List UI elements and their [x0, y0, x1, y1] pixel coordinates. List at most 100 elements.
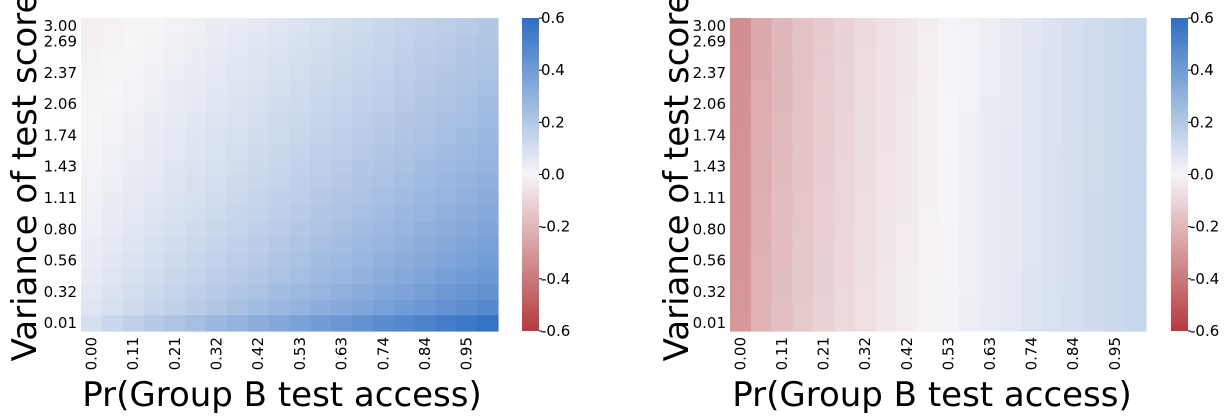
heatmap-cell — [101, 49, 124, 66]
heatmap-cell — [414, 111, 437, 129]
heatmap-cell — [310, 268, 332, 285]
heatmap-cell — [854, 284, 877, 301]
heatmap-cell — [289, 315, 311, 332]
heatmap-cell — [164, 143, 186, 160]
heatmap-cell — [813, 33, 835, 50]
heatmap-cell — [143, 284, 165, 301]
heatmap-cell — [917, 284, 939, 301]
heatmap-cell — [1104, 111, 1126, 129]
heatmap-cell — [414, 80, 437, 97]
heatmap-cell — [771, 96, 793, 113]
heatmap-cell — [1042, 49, 1064, 66]
heatmap-cell — [938, 252, 960, 269]
heatmap-cell — [1062, 80, 1085, 97]
heatmap-cell — [310, 237, 332, 254]
heatmap-cell — [331, 80, 353, 97]
heatmap-cell — [143, 127, 165, 144]
heatmap-cell — [1104, 284, 1126, 301]
heatmap-cell — [875, 190, 897, 207]
heatmap-cell — [101, 268, 124, 285]
heatmap-cell — [268, 158, 291, 176]
heatmap-cell — [979, 158, 1001, 176]
heatmap-cell — [958, 268, 981, 285]
heatmap-cell — [771, 205, 793, 223]
heatmap-cell — [226, 284, 249, 301]
x-tick-label: 0.32 — [208, 337, 226, 370]
heatmap-cell — [122, 221, 145, 238]
heatmap-cell — [164, 237, 186, 254]
heatmap-cell — [813, 64, 835, 82]
heatmap-cell — [414, 18, 437, 35]
heatmap-cell — [268, 252, 291, 269]
heatmap-cell — [834, 64, 856, 82]
y-axis-label-left: Variance of test score — [5, 0, 45, 361]
heatmap-cell — [1042, 190, 1064, 207]
heatmap-cell — [414, 190, 437, 207]
heatmap-cell — [1104, 96, 1126, 113]
heatmap-cell — [352, 284, 374, 301]
heatmap-cell — [1000, 127, 1022, 144]
heatmap-cell — [352, 299, 374, 316]
heatmap-cell — [331, 299, 353, 316]
heatmap-cell — [979, 64, 1001, 82]
heatmap-cell — [247, 127, 270, 144]
heatmap-cell — [730, 158, 752, 176]
heatmap-cell — [1000, 237, 1022, 254]
heatmap-cell — [1000, 205, 1022, 223]
heatmap-cell — [414, 299, 437, 316]
heatmap-cell — [122, 174, 145, 191]
heatmap-cell — [1062, 284, 1085, 301]
heatmap-cell — [979, 33, 1001, 50]
heatmap-cell — [958, 143, 981, 160]
heatmap-cell — [1062, 18, 1085, 35]
heatmap-cell — [1062, 205, 1085, 223]
heatmap-cell — [143, 237, 165, 254]
heatmap-cell — [310, 284, 332, 301]
heatmap-cell — [771, 268, 793, 285]
heatmap-cell — [917, 268, 939, 285]
heatmap-cell — [456, 221, 478, 238]
heatmap-cell — [268, 237, 291, 254]
heatmap-cell — [81, 80, 103, 97]
heatmap-cell — [247, 64, 270, 82]
heatmap-cell — [310, 127, 332, 144]
colorbar-tick-label: 0.6 — [541, 9, 565, 27]
heatmap-cell — [352, 111, 374, 129]
heatmap-cell — [958, 96, 981, 113]
heatmap-cell — [1042, 284, 1064, 301]
heatmap-cell — [1104, 64, 1126, 82]
heatmap-cell — [875, 268, 897, 285]
heatmap-cell — [435, 80, 457, 97]
heatmap-cell — [1125, 174, 1147, 191]
heatmap-cell — [122, 299, 145, 316]
heatmap-cell — [289, 174, 311, 191]
heatmap-cell — [750, 127, 773, 144]
y-tick-label: 1.74 — [693, 126, 726, 144]
heatmap-cell — [1104, 221, 1126, 238]
heatmap-cell — [372, 143, 395, 160]
heatmap-cell — [896, 18, 918, 35]
heatmap-cell — [875, 111, 897, 129]
heatmap-cell — [331, 33, 353, 50]
heatmap-cell — [771, 252, 793, 269]
heatmap-cell — [813, 268, 835, 285]
heatmap-cell — [372, 174, 395, 191]
heatmap-cell — [938, 33, 960, 50]
heatmap-cell — [456, 284, 478, 301]
heatmap-cell — [834, 143, 856, 160]
heatmap-cell — [979, 80, 1001, 97]
heatmap-cell — [226, 237, 249, 254]
heatmap-cell — [750, 96, 773, 113]
heatmap-cell — [206, 174, 228, 191]
heatmap-cell — [247, 158, 270, 176]
heatmap-cell — [185, 18, 207, 35]
colorbar-gradient-left — [522, 18, 539, 331]
heatmap-cell — [185, 174, 207, 191]
heatmap-cell — [834, 237, 856, 254]
heatmap-cell — [792, 143, 814, 160]
heatmap-cell — [917, 111, 939, 129]
heatmap-cell — [435, 268, 457, 285]
heatmap-cell — [1062, 33, 1085, 50]
heatmap-cell — [875, 96, 897, 113]
heatmap-cell — [206, 64, 228, 82]
